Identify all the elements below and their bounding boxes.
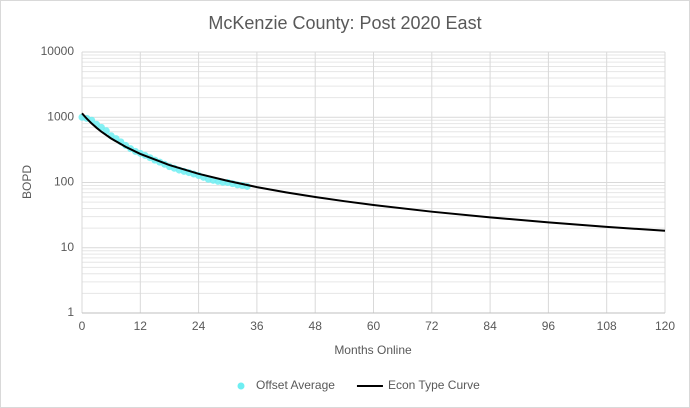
y-tick-label: 1 [67, 305, 74, 319]
y-tick-label: 10 [61, 240, 75, 254]
x-axis-label: Months Online [334, 343, 412, 357]
chart-title: McKenzie County: Post 2020 East [208, 13, 481, 33]
x-tick-label: 72 [425, 319, 439, 333]
x-tick-label: 60 [367, 319, 381, 333]
legend-label: Offset Average [256, 378, 335, 392]
x-tick-label: 108 [597, 319, 617, 333]
x-tick-label: 96 [542, 319, 556, 333]
x-tick-label: 36 [250, 319, 264, 333]
x-tick-label: 12 [134, 319, 148, 333]
x-tick-label: 24 [192, 319, 206, 333]
x-tick-label: 120 [655, 319, 675, 333]
line [81, 112, 666, 232]
y-axis-label: BOPD [20, 165, 34, 199]
data-point [102, 127, 110, 135]
x-tick-label: 48 [309, 319, 323, 333]
y-tick-label: 1000 [47, 109, 74, 123]
y-tick-label: 100 [54, 175, 74, 189]
y-tick-label: 10000 [41, 44, 75, 58]
legend-label: Econ Type Curve [388, 378, 480, 392]
x-tick-label: 0 [79, 319, 86, 333]
x-tick-label: 84 [483, 319, 497, 333]
legend-marker [237, 382, 245, 390]
